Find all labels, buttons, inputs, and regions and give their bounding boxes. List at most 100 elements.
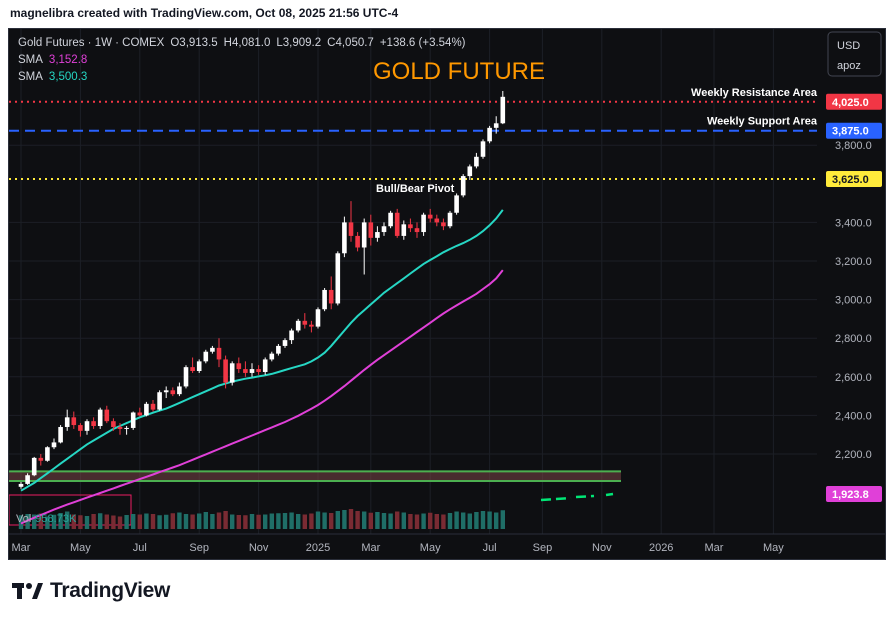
- volume-bar: [401, 512, 406, 529]
- candle-body: [190, 367, 195, 372]
- volume-bar: [322, 512, 327, 529]
- price-tick-label: 3,000.0: [835, 295, 872, 307]
- time-tick-label: Jul: [483, 542, 497, 554]
- volume-bar: [487, 511, 492, 529]
- candle-body: [368, 222, 374, 238]
- volume-bar: [144, 513, 149, 529]
- volume-bar: [117, 516, 123, 529]
- candle-body: [434, 218, 440, 223]
- price-axis: 2,200.0 2,400.0 2,600.0 2,800.0 3,000.0 3,200…: [835, 140, 872, 461]
- volume-bar: [355, 511, 360, 529]
- candle-body: [130, 412, 136, 428]
- candle-body: [196, 361, 202, 372]
- volume-bar: [78, 515, 83, 529]
- volume-bar: [421, 513, 426, 529]
- level-price-tag: [826, 170, 882, 187]
- volume-bar: [243, 515, 248, 529]
- time-tick-label: Mar: [12, 542, 31, 554]
- candle-body: [223, 359, 228, 383]
- chart-title: GOLD FUTURE: [373, 58, 545, 85]
- candle-body: [309, 324, 314, 327]
- sma-lines: [20, 209, 504, 525]
- volume-bar: [428, 512, 433, 529]
- volume-bar: [223, 511, 228, 529]
- volume-bar: [368, 512, 373, 529]
- time-tick-label: 2026: [649, 542, 673, 554]
- time-tick-label: May: [420, 542, 441, 554]
- candle-body: [474, 156, 479, 167]
- volume-bar: [276, 513, 281, 529]
- currency-button[interactable]: USD apoz: [827, 31, 882, 77]
- candle-body: [117, 426, 123, 429]
- candle-body: [454, 195, 459, 213]
- volume-bar: [157, 515, 162, 529]
- candle-body: [137, 412, 143, 416]
- volume-bar: [71, 514, 76, 529]
- volume-bar: [104, 514, 109, 529]
- volume-bar: [494, 512, 499, 529]
- level-name: Weekly Support Area: [707, 116, 818, 128]
- price-chart[interactable]: 4,025.0 Weekly Resistance Area 3,875.0 Week…: [8, 29, 885, 559]
- volume-bar: [348, 509, 354, 529]
- time-tick-label: May: [70, 542, 91, 554]
- credit-text: magnelibra created with TradingView.com,…: [10, 6, 399, 20]
- sma-fast-line: [20, 209, 504, 492]
- candle-body: [421, 214, 426, 233]
- candle-body: [441, 222, 446, 227]
- volume-bar: [124, 515, 129, 529]
- time-axis: Mar May Jul Sep Nov 2025 Mar May Jul Sep Nov 2026 Ma…: [9, 533, 885, 554]
- candle-body: [64, 417, 70, 427]
- volume-bar: [289, 512, 294, 529]
- time-tick-label: May: [763, 542, 784, 554]
- volume-bar: [388, 513, 393, 529]
- volume-bar: [362, 511, 367, 529]
- candle-body: [342, 222, 347, 254]
- volume-bar: [335, 511, 340, 529]
- candle-body: [104, 409, 110, 422]
- candle-body: [249, 369, 255, 373]
- candle-body: [328, 289, 334, 304]
- volume-bar: [375, 512, 380, 529]
- candle-body: [97, 409, 103, 427]
- volume-bar: [414, 514, 420, 529]
- candle-body: [243, 369, 248, 373]
- top-bar: magnelibra created with TradingView.com,…: [0, 0, 894, 28]
- volume-bar: [51, 514, 57, 529]
- sma-slow-line: [20, 269, 504, 525]
- candle-body: [229, 363, 235, 383]
- volume-bar: [137, 514, 142, 529]
- candle-body: [427, 214, 433, 219]
- candle-body: [361, 222, 367, 248]
- volume-bar: [18, 515, 24, 529]
- volume-bar: [480, 511, 486, 529]
- candle-body: [480, 141, 486, 157]
- legend-symbol: Gold Futures · 1W · COMEX O3,913.5 H4,081.…: [18, 37, 466, 49]
- candle-body: [500, 96, 506, 124]
- candle-body: [163, 390, 169, 393]
- level-price-label: 3,875.0: [832, 126, 869, 138]
- volume-bar: [177, 512, 182, 529]
- time-tick-label: Sep: [533, 542, 553, 554]
- volume-bar: [434, 514, 439, 529]
- volume-bar: [282, 513, 288, 529]
- low-price-label: 1,923.8: [832, 489, 869, 501]
- legend-sma-slow: SMA 3,152.8: [18, 54, 87, 66]
- level-name: Bull/Bear Pivot: [376, 183, 455, 195]
- volume-bar: [461, 512, 466, 529]
- chart-panel[interactable]: 4,025.0 Weekly Resistance Area 3,875.0 Week…: [8, 28, 886, 560]
- time-tick-label: Jul: [133, 542, 147, 554]
- candle-body: [447, 212, 453, 227]
- time-tick-label: Nov: [592, 542, 612, 554]
- candle-body: [401, 224, 407, 236]
- candle-body: [493, 123, 499, 128]
- volume-bar: [296, 514, 301, 529]
- candle-body: [150, 403, 156, 410]
- candle-body: [295, 320, 301, 331]
- candle-body: [203, 351, 209, 362]
- candle-body: [414, 228, 420, 233]
- candle-body: [302, 320, 308, 325]
- annotation-box: [8, 494, 132, 526]
- volume-bar: [381, 513, 387, 529]
- tradingview-logo[interactable]: TradingView: [12, 579, 170, 603]
- level-price-tag: [826, 93, 882, 110]
